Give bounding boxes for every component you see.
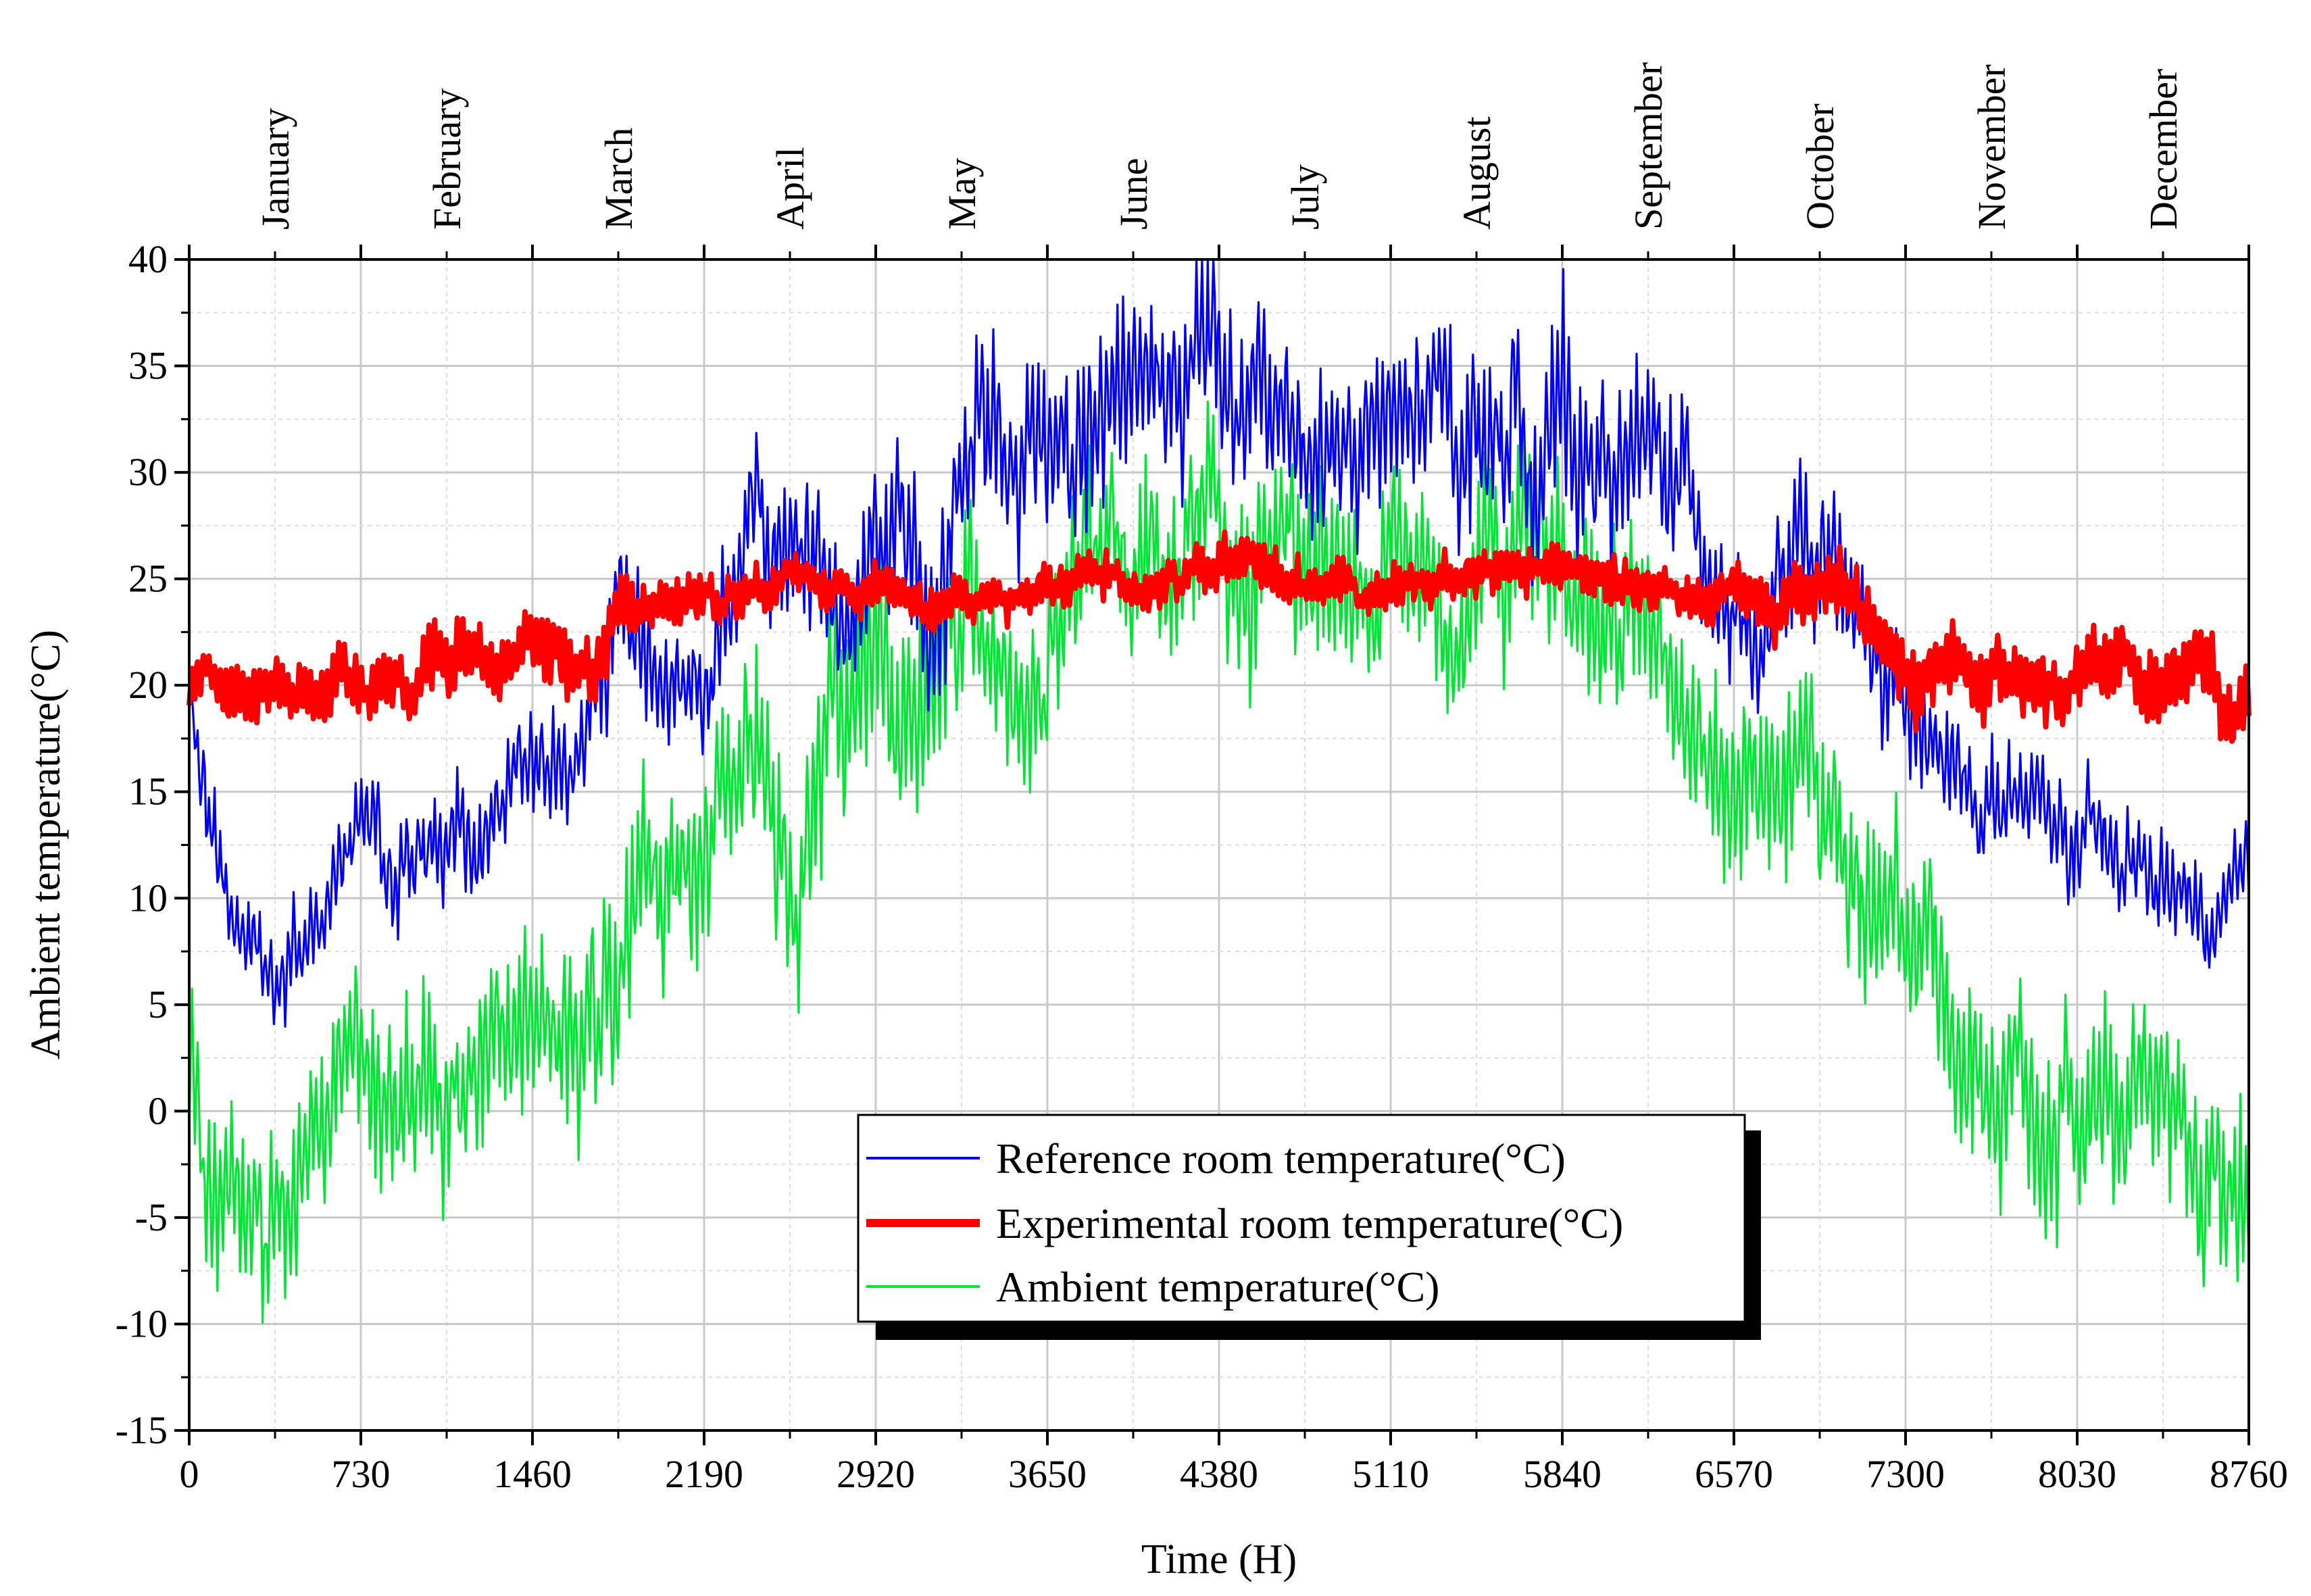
x-tick-label: 8760 — [2210, 1452, 2288, 1496]
ticks — [174, 245, 2250, 1445]
month-label: January — [253, 108, 297, 230]
month-label: May — [940, 158, 984, 230]
month-label: February — [425, 89, 469, 230]
x-tick-label: 1460 — [493, 1452, 572, 1496]
x-tick-label: 5110 — [1352, 1452, 1429, 1496]
x-axis-title: Time (H) — [1141, 1537, 1297, 1582]
legend-label-experimental: Experimental room temperature(°C) — [996, 1199, 1623, 1247]
x-tick-label: 3650 — [1008, 1452, 1087, 1496]
x-tick-label: 4380 — [1180, 1452, 1258, 1496]
legend-label-ambient: Ambient temperature(°C) — [996, 1263, 1439, 1311]
y-axis-title: Ambient temperature(°C) — [23, 630, 69, 1059]
y-tick-label: 15 — [128, 770, 168, 814]
x-tick-labels: 0 730 1460 2190 2920 3650 4380 5110 5840 6570 7300… — [180, 1452, 2289, 1496]
month-label: August — [1455, 116, 1499, 230]
y-tick-label: 20 — [128, 663, 168, 707]
x-tick-label: 2190 — [665, 1452, 743, 1496]
month-label: July — [1283, 164, 1327, 230]
y-tick-label: -5 — [135, 1195, 168, 1239]
month-label: November — [1970, 64, 2014, 230]
month-label: October — [1798, 103, 1842, 230]
y-tick-label: 30 — [128, 450, 168, 494]
month-label: September — [1626, 62, 1670, 230]
series-line-ambient — [188, 400, 2250, 1324]
x-tick-label: 6570 — [1695, 1452, 1773, 1496]
y-tick-label: 35 — [128, 344, 168, 388]
x-tick-label: 8030 — [2038, 1452, 2116, 1496]
legend-box — [857, 1114, 1746, 1323]
x-tick-label: 2920 — [837, 1452, 915, 1496]
month-labels: January February March April May June July Augu… — [253, 62, 2185, 230]
month-label: December — [2141, 69, 2185, 230]
month-label: March — [597, 128, 641, 230]
y-tick-label: 25 — [128, 557, 168, 601]
y-tick-label: 5 — [148, 982, 168, 1026]
month-label: June — [1112, 158, 1156, 230]
y-tick-label: 10 — [128, 876, 168, 920]
x-tick-label: 730 — [332, 1452, 391, 1496]
y-tick-label: 40 — [128, 237, 168, 281]
plot-lines — [187, 258, 2252, 1324]
y-tick-label: -15 — [116, 1408, 168, 1452]
x-tick-label: 0 — [180, 1452, 199, 1496]
legend: Reference room temperature(°C) Experimen… — [857, 1114, 1761, 1340]
legend-label-reference: Reference room temperature(°C) — [996, 1134, 1566, 1182]
series-line-experimental — [187, 529, 2252, 744]
series-line-reference — [188, 258, 2250, 1028]
y-tick-labels: -15 -10 -5 0 5 10 15 20 25 30 35 40 — [116, 237, 168, 1452]
month-label: April — [768, 147, 812, 230]
x-tick-label: 7300 — [1866, 1452, 1945, 1496]
y-tick-label: -10 — [116, 1301, 168, 1345]
y-tick-label: 0 — [148, 1089, 168, 1132]
x-tick-label: 5840 — [1523, 1452, 1601, 1496]
